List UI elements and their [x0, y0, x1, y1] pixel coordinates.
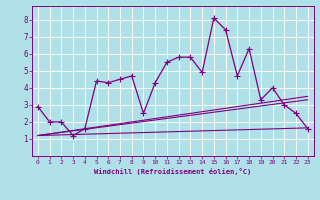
X-axis label: Windchill (Refroidissement éolien,°C): Windchill (Refroidissement éolien,°C) — [94, 168, 252, 175]
